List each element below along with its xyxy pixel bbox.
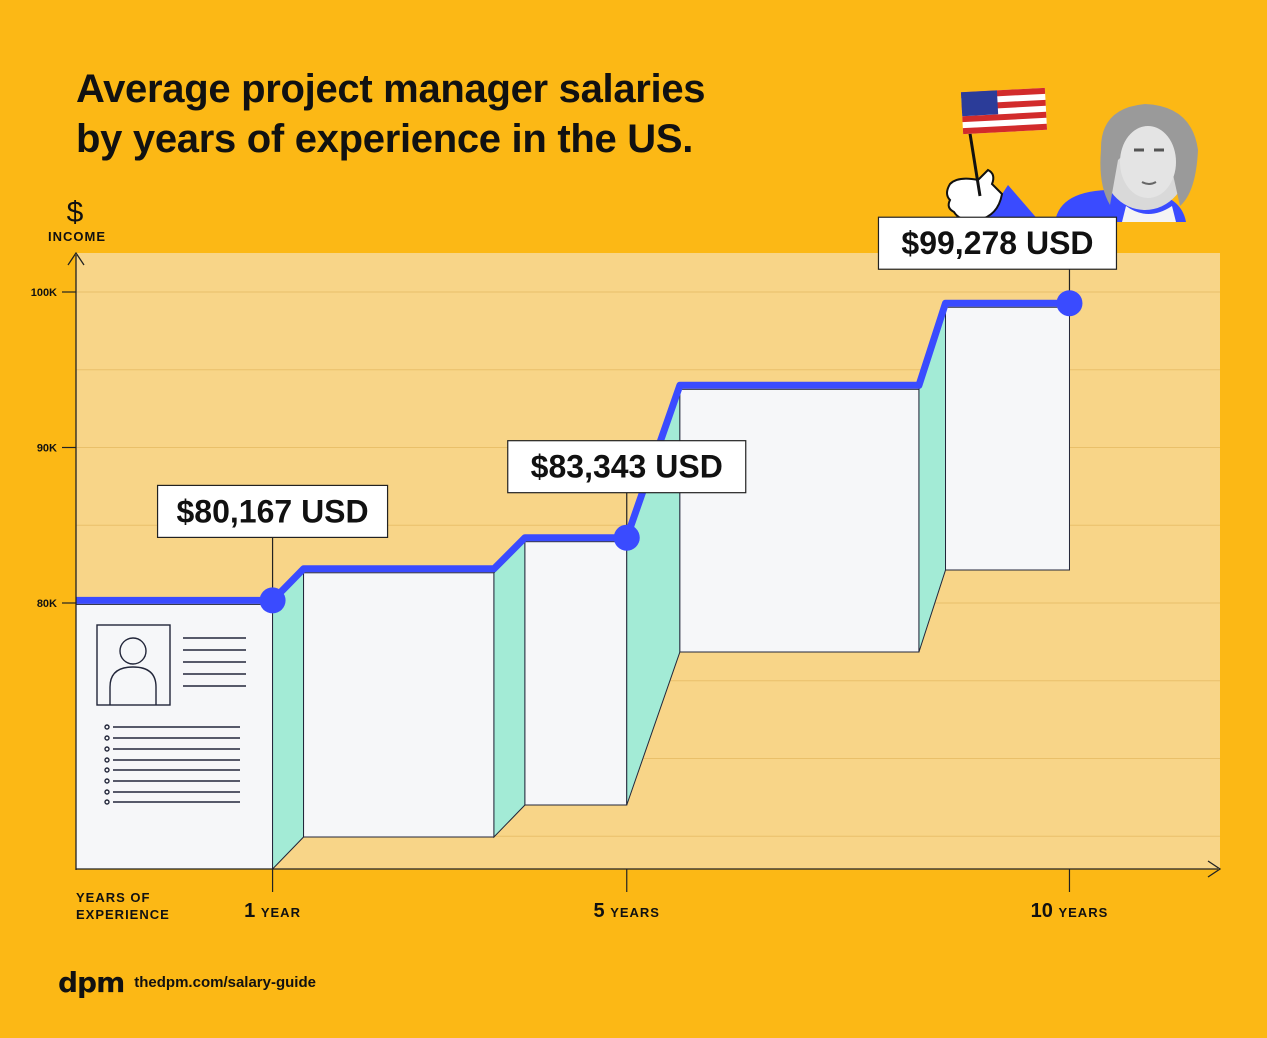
footer-url[interactable]: thedpm.com/salary-guide [134,973,316,991]
x-axis-label-line1: YEARS OF [76,890,150,905]
x-tick-label: 10 YEARS [1031,900,1109,922]
resume-icon [96,624,246,805]
panel-side [493,540,526,839]
panel-side [272,571,305,871]
x-tick-label: 1 YEAR [244,900,301,922]
x-ticks: 1 YEAR 5 YEARS 10 YEARS [244,869,1109,922]
x-axis [76,860,1222,878]
callout-box [877,216,1118,270]
dpm-logo: dpm [58,965,125,999]
franklin-portrait-icon [1055,104,1198,222]
callouts: $80,167 USD $83,343 USD $99,278 USD [156,216,1118,614]
panel-face [524,541,628,806]
panel-face [303,572,495,838]
us-flag-icon [960,87,1048,197]
hand-icon [946,168,1040,222]
y-tick-label: 90K [37,443,57,455]
x-axis-label-line2: EXPERIENCE [76,907,170,922]
title-line-2: by years of experience in the US. [76,117,694,161]
y-tick-label: 100K [31,287,57,299]
footer-brand: dpm thedpm.com/salary-guide [58,962,316,1002]
callout-box [507,440,747,494]
data-point [613,524,640,551]
data-point [259,587,286,614]
x-tick-label: 5 YEARS [594,900,660,922]
salary-line [76,299,1070,604]
y-axis-label: INCOME [48,229,106,244]
callout-box [156,484,389,539]
y-ticks: 80K 90K 100K [31,287,76,610]
panel-face [945,306,1070,571]
panel-face [679,388,920,653]
callout-label: $99,278 USD [901,225,1093,261]
y-tick-label: 80K [37,598,57,610]
y-axis [67,251,85,870]
salary-line-group [76,299,1070,604]
callout-label: $83,343 USD [531,449,723,485]
y-axis-symbol: $ [67,196,84,229]
page-title: Average project manager salaries by year… [76,64,896,164]
data-point [1056,290,1083,317]
title-line-1: Average project manager salaries [76,67,706,111]
callout-label: $80,167 USD [177,493,369,529]
